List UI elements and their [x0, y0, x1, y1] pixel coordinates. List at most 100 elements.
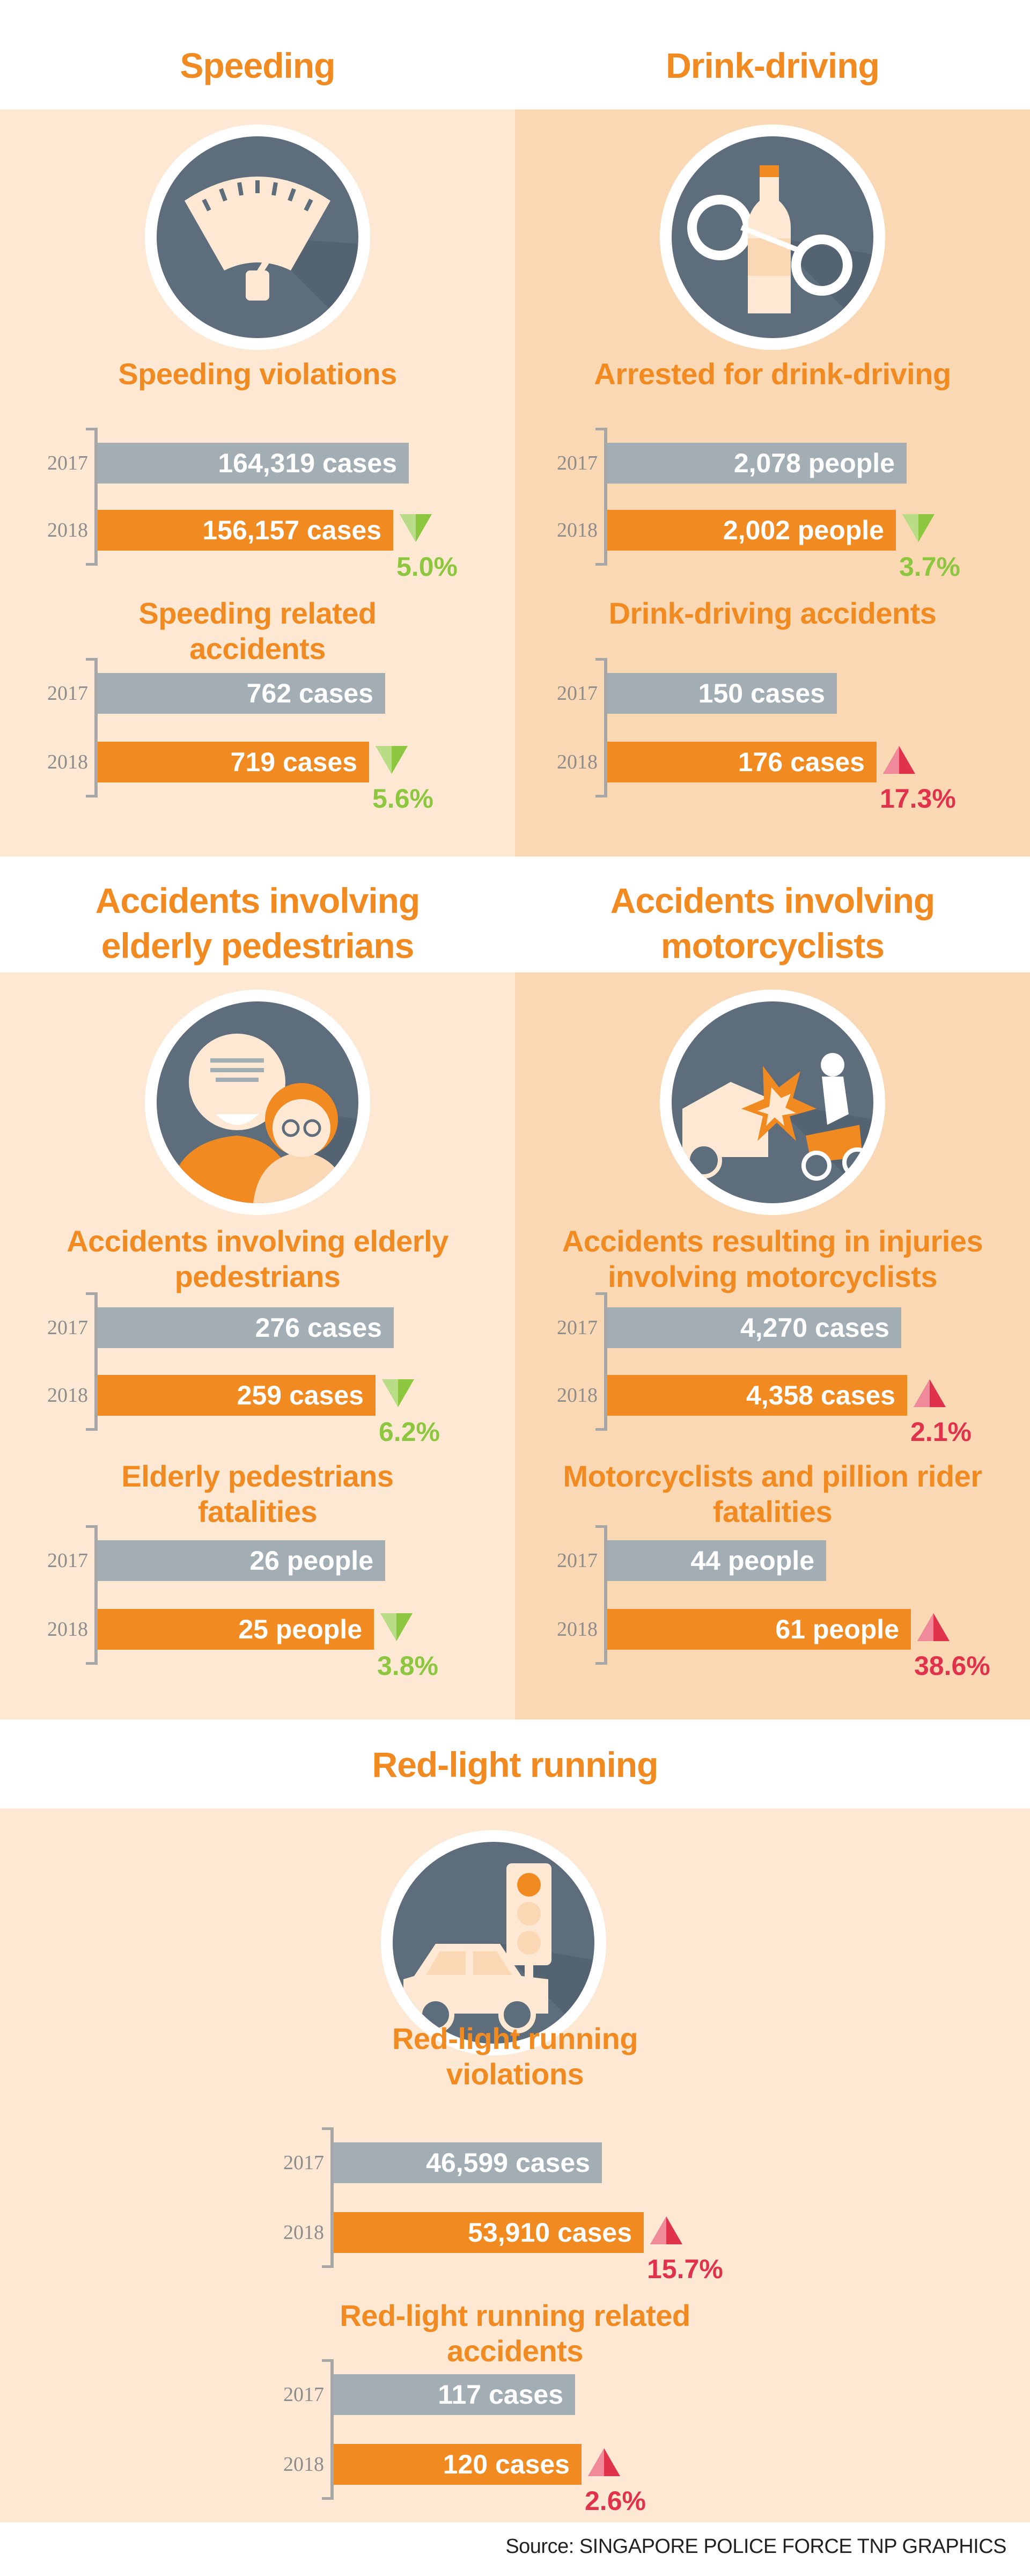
- traffic-light-car-icon: [381, 1830, 606, 2055]
- year-label: 2017: [557, 1316, 598, 1339]
- axis-tick: [86, 795, 98, 797]
- section-title-elderly: Accidents involving elderly pedestrians: [95, 881, 420, 965]
- up-arrow-icon: [913, 1378, 947, 1408]
- year-label: 2017: [47, 1549, 88, 1572]
- axis-tick: [322, 2359, 334, 2362]
- year-label: 2017: [47, 1316, 88, 1339]
- year-label: 2017: [557, 1549, 598, 1572]
- bar-2018: 176 cases: [607, 742, 877, 782]
- chart-axis: [94, 1292, 98, 1431]
- chart-title: Elderly pedestrians fatalities: [121, 1459, 394, 1528]
- speedometer-icon: [145, 125, 370, 350]
- year-label: 2018: [283, 2453, 324, 2476]
- bar-2018: 53,910 cases: [334, 2212, 644, 2253]
- year-label: 2017: [557, 452, 598, 474]
- chart-title: Drink-driving accidents: [608, 596, 937, 630]
- chart-title: Motorcyclists and pillion rider fataliti…: [563, 1459, 982, 1528]
- bar-2018: 4,358 cases: [607, 1375, 907, 1416]
- bar-2018: 156,157 cases: [98, 510, 393, 551]
- chart-title: Red-light running related accidents: [340, 2299, 690, 2368]
- down-arrow-icon: [374, 745, 409, 775]
- year-label: 2018: [557, 1618, 598, 1641]
- chart-title: Speeding violations: [118, 357, 397, 391]
- chart-title: Speeding related accidents: [138, 596, 377, 665]
- bar-2018: 259 cases: [98, 1375, 376, 1416]
- chart-title: Accidents resulting in injuries involvin…: [562, 1224, 983, 1293]
- chart-title: Accidents involving elderly pedestrians: [67, 1224, 448, 1293]
- bar-2017: 276 cases: [98, 1307, 394, 1348]
- axis-tick: [86, 658, 98, 661]
- elderly-couple-icon: [145, 990, 370, 1215]
- bar-2017: 4,270 cases: [607, 1307, 901, 1348]
- year-label: 2018: [557, 519, 598, 541]
- axis-tick: [86, 428, 98, 430]
- chart-axis: [604, 1525, 607, 1665]
- year-label: 2018: [47, 1618, 88, 1641]
- bar-2017: 46,599 cases: [334, 2142, 602, 2183]
- axis-tick: [595, 563, 607, 566]
- percent-change: 2.1%: [910, 1417, 972, 1447]
- bar-2017: 2,078 people: [607, 443, 907, 484]
- year-label: 2017: [47, 452, 88, 474]
- year-label: 2018: [557, 1384, 598, 1407]
- chart-axis: [94, 428, 98, 566]
- chart-title: Arrested for drink-driving: [594, 357, 951, 391]
- up-arrow-icon: [587, 2447, 621, 2477]
- up-arrow-icon: [882, 745, 916, 775]
- bar-2018: 120 cases: [334, 2444, 582, 2485]
- down-arrow-icon: [901, 513, 936, 543]
- bar-2018: 2,002 people: [607, 510, 896, 551]
- bottle-handcuffs-icon: [660, 125, 885, 350]
- chart-axis: [604, 428, 607, 566]
- percent-change: 15.7%: [647, 2254, 723, 2284]
- chart-axis: [330, 2127, 334, 2268]
- axis-tick: [595, 795, 607, 797]
- axis-tick: [595, 1662, 607, 1665]
- year-label: 2018: [47, 1384, 88, 1407]
- bar-2017: 762 cases: [98, 673, 385, 714]
- axis-tick: [595, 1428, 607, 1431]
- axis-tick: [86, 1428, 98, 1431]
- chart-axis: [94, 1525, 98, 1665]
- axis-tick: [595, 658, 607, 661]
- bar-2018: 61 people: [607, 1609, 911, 1650]
- motorcycle-crash-icon: [660, 990, 885, 1215]
- down-arrow-icon: [381, 1378, 415, 1408]
- axis-tick: [86, 563, 98, 566]
- section-title-speeding: Speeding: [180, 46, 335, 85]
- year-label: 2017: [283, 2383, 324, 2406]
- axis-tick: [322, 2127, 334, 2130]
- year-label: 2017: [283, 2151, 324, 2174]
- year-label: 2018: [47, 519, 88, 541]
- chart-axis: [604, 658, 607, 797]
- bar-2017: 117 cases: [334, 2374, 575, 2415]
- percent-change: 5.0%: [396, 552, 458, 582]
- percent-change: 6.2%: [379, 1417, 440, 1447]
- percent-change: 3.8%: [377, 1651, 438, 1681]
- chart-title: Red-light running violations: [392, 2022, 638, 2091]
- bar-2018: 719 cases: [98, 742, 369, 782]
- year-label: 2018: [557, 751, 598, 773]
- year-label: 2017: [557, 682, 598, 705]
- percent-change: 5.6%: [372, 784, 433, 814]
- percent-change: 2.6%: [585, 2486, 646, 2516]
- axis-tick: [322, 2265, 334, 2268]
- bar-2017: 44 people: [607, 1540, 826, 1581]
- axis-tick: [86, 1292, 98, 1295]
- axis-tick: [595, 1292, 607, 1295]
- up-arrow-icon: [649, 2215, 683, 2245]
- axis-tick: [86, 1662, 98, 1665]
- up-arrow-icon: [916, 1612, 951, 1642]
- year-label: 2018: [283, 2221, 324, 2244]
- chart-axis: [94, 658, 98, 797]
- down-arrow-icon: [399, 513, 433, 543]
- year-label: 2018: [47, 751, 88, 773]
- axis-tick: [322, 2497, 334, 2500]
- year-label: 2017: [47, 682, 88, 705]
- chart-axis: [604, 1292, 607, 1431]
- bar-2017: 150 cases: [607, 673, 837, 714]
- section-title-red-light: Red-light running: [372, 1745, 659, 1784]
- percent-change: 38.6%: [914, 1651, 990, 1681]
- down-arrow-icon: [379, 1612, 414, 1642]
- section-title-motorcyclists: Accidents involving motorcyclists: [610, 881, 935, 965]
